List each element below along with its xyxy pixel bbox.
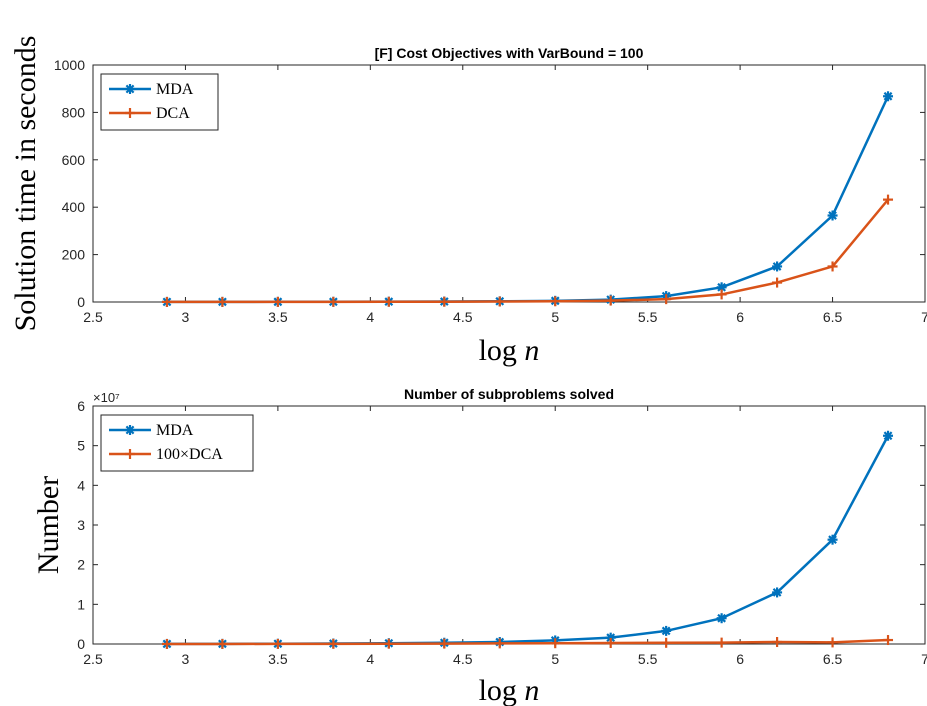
data-point [217,638,228,649]
data-point [439,296,450,307]
y-tick-label: 3 [77,517,85,533]
legend-entry: 100×DCA [109,446,223,463]
data-point [161,638,172,649]
x-tick-label: 3.5 [268,651,288,667]
x-tick-label: 6.5 [823,651,843,667]
x-tick-label: 4.5 [453,651,473,667]
y-tick-label: 600 [62,152,86,168]
data-point [161,296,172,307]
data-point [772,587,783,598]
legend-label: MDA [156,422,194,439]
x-tick-label: 4 [366,309,374,325]
data-point [550,296,561,307]
data-point [272,638,283,649]
data-point [494,296,505,307]
data-point [827,637,838,648]
data-point [494,638,505,649]
series-100×DCA [161,635,894,649]
legend-label: MDA [156,81,194,98]
plot-area [92,64,926,303]
data-point [716,637,727,648]
series-DCA [161,194,894,307]
data-point [328,638,339,649]
y-tick-label: 200 [62,247,86,263]
data-point [439,638,450,649]
legend-label: 100×DCA [156,446,223,463]
x-tick-label: 5.5 [638,309,658,325]
y-axis-label: Number [32,476,65,574]
data-point [716,289,727,300]
chart-panel-1: 2.5 3 3.5 4 4.5 5 5.5 6 6.5 7 0 200 400 600 800 1000 [F]… [9,36,927,367]
data-point [883,430,894,441]
y-tick-label: 4 [77,477,85,493]
data-point [716,613,727,624]
x-tick-label: 7 [921,651,927,667]
data-point [883,635,894,646]
y-exponent-label: ×10⁷ [93,390,120,405]
x-tick-label: 7 [921,309,927,325]
data-point [827,210,838,221]
y-tick-label: 1 [77,596,85,612]
y-tick-label: 800 [62,104,86,120]
data-point [772,261,783,272]
data-point [661,637,672,648]
y-tick-label: 1000 [54,57,85,73]
x-tick-label: 6 [736,651,744,667]
legend: MDA 100×DCA [100,414,254,472]
series-line [166,638,889,646]
data-point [883,91,894,102]
y-tick-label: 6 [77,398,85,414]
x-tick-label: 3 [182,309,190,325]
data-point [661,294,672,305]
y-tick-label: 5 [77,438,85,454]
chart-panel-2: 2.5 3 3.5 4 4.5 5 5.5 6 6.5 7 0 1 2 3 4 5 6 ×10⁷ Number of… [32,386,927,706]
series-line [166,198,889,304]
x-axis-label: log n [479,334,540,367]
data-point [827,534,838,545]
y-axis-label: Solution time in seconds [9,36,42,332]
x-tick-label: 5 [551,651,559,667]
data-point [605,295,616,306]
data-point [383,638,394,649]
x-tick-label: 4 [366,651,374,667]
data-point [661,625,672,636]
data-point [605,638,616,649]
data-point [883,194,894,205]
y-tick-label: 2 [77,557,85,573]
data-point [217,296,228,307]
data-point [827,261,838,272]
y-tick-label: 0 [77,294,85,310]
data-point [328,296,339,307]
legend: MDA DCA [100,73,219,131]
x-tick-label: 3 [182,651,190,667]
y-tick-label: 0 [77,636,85,652]
legend-entry: MDA [109,81,194,98]
x-tick-label: 4.5 [453,309,473,325]
legend-label: DCA [156,105,190,122]
chart-title: Number of subproblems solved [404,386,614,402]
data-point [772,277,783,288]
data-point [272,296,283,307]
legend-entry: DCA [109,105,190,122]
x-axis-label: log n [479,674,540,706]
x-tick-label: 2.5 [83,651,103,667]
data-point [772,637,783,648]
chart-title: [F] Cost Objectives with VarBound = 100 [375,45,644,61]
y-tick-label: 400 [62,199,86,215]
x-tick-label: 5.5 [638,651,658,667]
legend-entry: MDA [109,422,194,439]
data-point [550,638,561,649]
x-tick-label: 6 [736,309,744,325]
data-point [383,296,394,307]
x-tick-label: 5 [551,309,559,325]
x-tick-label: 3.5 [268,309,288,325]
x-tick-label: 2.5 [83,309,103,325]
x-tick-label: 6.5 [823,309,843,325]
